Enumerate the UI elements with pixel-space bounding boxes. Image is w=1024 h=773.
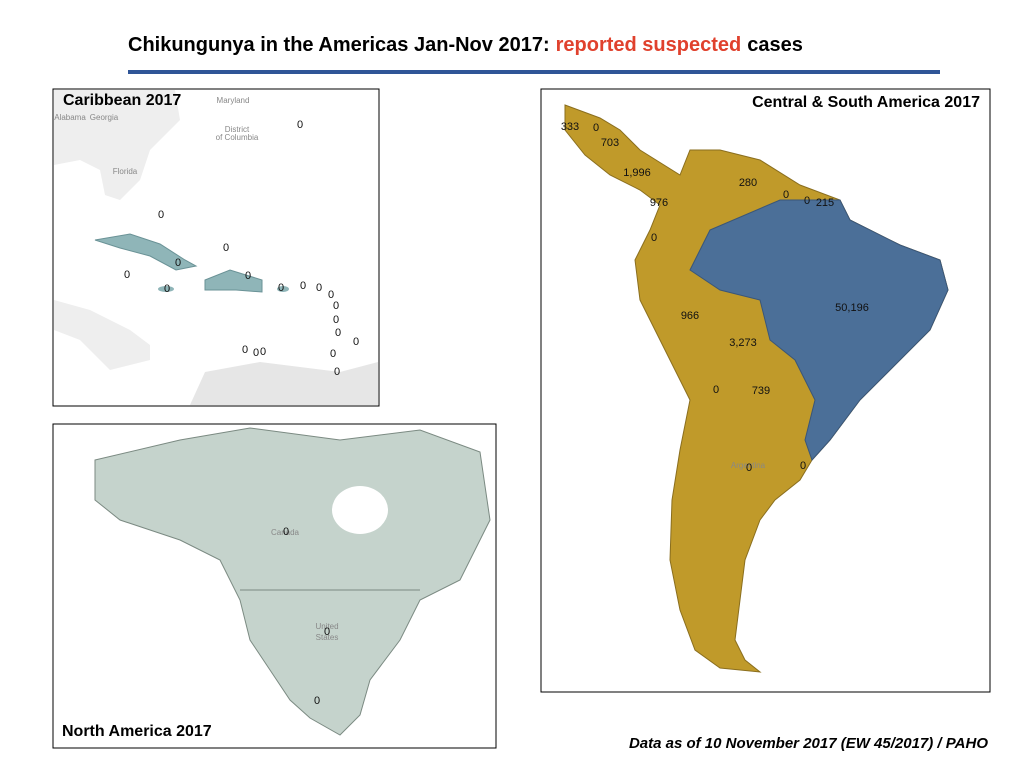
case-count: 0 <box>245 270 251 282</box>
case-count: 0 <box>283 526 289 538</box>
island <box>158 286 174 292</box>
case-count: 0 <box>242 344 248 356</box>
island <box>94 233 198 271</box>
island <box>204 269 263 293</box>
case-count: 0 <box>593 122 599 134</box>
case-count: 0 <box>175 257 181 269</box>
case-count: 0 <box>746 462 752 474</box>
island <box>277 286 289 292</box>
case-count: 0 <box>314 695 320 707</box>
land <box>54 300 150 370</box>
case-count: 0 <box>333 300 339 312</box>
title-start: Chikungunya in the Americas Jan-Nov 2017… <box>128 34 550 56</box>
title-highlight: reported suspected <box>556 34 742 56</box>
title-end: cases <box>747 34 803 56</box>
case-count: 0 <box>278 282 284 294</box>
caribbean-map: Caribbean 2017 <box>52 88 380 407</box>
place-label: of Columbia <box>216 133 259 142</box>
case-count: 703 <box>601 137 619 149</box>
case-count: 0 <box>260 346 266 358</box>
brazil <box>689 199 949 461</box>
case-count: 3,273 <box>729 337 757 349</box>
case-count: 0 <box>316 282 322 294</box>
slide-title: Chikungunya in the Americas Jan-Nov 2017… <box>128 34 803 56</box>
case-count: 0 <box>804 195 810 207</box>
case-count: 0 <box>333 314 339 326</box>
land <box>190 362 378 405</box>
continent <box>94 427 491 736</box>
case-count: 0 <box>334 366 340 378</box>
case-count: 0 <box>800 460 806 472</box>
place-label: Alabama <box>54 113 86 122</box>
place-label: Maryland <box>217 96 250 105</box>
case-count: 0 <box>297 119 303 131</box>
case-count: 739 <box>752 385 770 397</box>
case-count: 280 <box>739 177 757 189</box>
land <box>54 90 180 200</box>
place-label: District <box>225 125 250 134</box>
case-count: 0 <box>330 348 336 360</box>
case-count: 0 <box>651 232 657 244</box>
case-count: 0 <box>164 283 170 295</box>
place-label: Georgia <box>90 113 119 122</box>
case-count: 0 <box>253 347 259 359</box>
place-label: Argentina <box>731 461 766 470</box>
case-count: 0 <box>713 384 719 396</box>
place-label: Florida <box>113 167 138 176</box>
case-count: 333 <box>561 121 579 133</box>
north-america-map: North America 2017 <box>52 423 497 749</box>
case-count: 50,196 <box>835 302 869 314</box>
case-count: 0 <box>300 280 306 292</box>
bay <box>332 486 388 534</box>
case-count: 0 <box>223 242 229 254</box>
case-count: 1,996 <box>623 167 651 179</box>
case-count: 0 <box>124 269 130 281</box>
case-count: 0 <box>328 289 334 301</box>
case-count: 976 <box>650 197 668 209</box>
place-label: States <box>316 633 339 642</box>
case-count: 0 <box>324 626 330 638</box>
case-count: 215 <box>816 197 834 209</box>
case-count: 0 <box>335 327 341 339</box>
panel-title: North America 2017 <box>62 723 212 740</box>
case-count: 966 <box>681 310 699 322</box>
case-count: 0 <box>158 209 164 221</box>
panel-title: Caribbean 2017 <box>63 92 181 109</box>
footer-note: Data as of 10 November 2017 (EW 45/2017)… <box>629 735 988 752</box>
south-america-map: Central & South America 2017 <box>540 88 991 693</box>
place-label: United <box>315 622 338 631</box>
case-count: 0 <box>353 336 359 348</box>
case-count: 0 <box>783 189 789 201</box>
panel-title: Central & South America 2017 <box>752 94 980 111</box>
place-label: Canada <box>271 528 300 537</box>
